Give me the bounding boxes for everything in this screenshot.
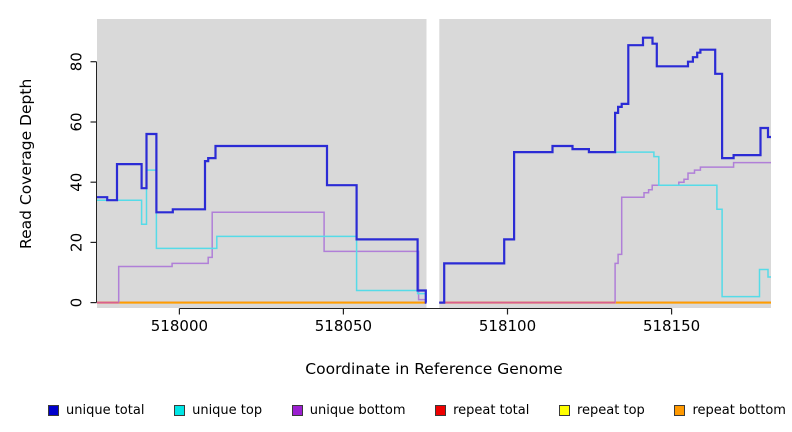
x-tick-label: 518050	[315, 317, 372, 335]
legend-label: unique top	[192, 402, 263, 418]
legend-label: repeat total	[453, 402, 530, 418]
legend-item-unique-top: unique top	[174, 403, 262, 418]
series-line-unique-top	[97, 169, 427, 304]
x-tick-label: 518150	[643, 317, 700, 335]
legend-swatch-icon	[48, 404, 59, 416]
legend-swatch-icon	[674, 404, 686, 416]
y-tick-label: 80	[68, 52, 86, 71]
no-data-gap	[426, 19, 440, 308]
legend-item-repeat-total: repeat total	[435, 403, 529, 418]
legend-swatch-icon	[559, 404, 570, 416]
legend-item-unique-bottom: unique bottom	[291, 402, 406, 418]
legend-item-unique-total: unique total	[48, 403, 144, 418]
series-line-unique-bottom	[97, 211, 427, 304]
y-tick-label: 60	[68, 112, 86, 131]
series-line-unique-total	[439, 36, 771, 304]
legend-item-repeat-top: repeat top	[559, 403, 645, 418]
chart-legend: unique total unique top unique bottom repea…	[48, 399, 786, 421]
legend-swatch-icon	[174, 404, 186, 416]
legend-label: unique bottom	[309, 402, 406, 418]
y-tick-label: 20	[68, 233, 86, 252]
x-axis-title: Coordinate in Reference Genome	[305, 360, 563, 378]
x-tick-label: 518100	[479, 317, 536, 335]
y-tick-label: 0	[68, 298, 86, 308]
legend-label: repeat top	[577, 402, 645, 418]
y-axis-title: Read Coverage Depth	[17, 78, 35, 249]
y-tick-label: 40	[68, 173, 86, 192]
legend-item-repeat-bottom: repeat bottom	[674, 403, 786, 418]
legend-swatch-icon	[435, 404, 447, 416]
legend-label: repeat bottom	[692, 402, 786, 418]
legend-label: unique total	[66, 402, 145, 418]
x-tick-label: 518000	[151, 317, 208, 335]
legend-swatch-icon	[291, 404, 303, 416]
series-line-unique-total	[97, 132, 427, 304]
